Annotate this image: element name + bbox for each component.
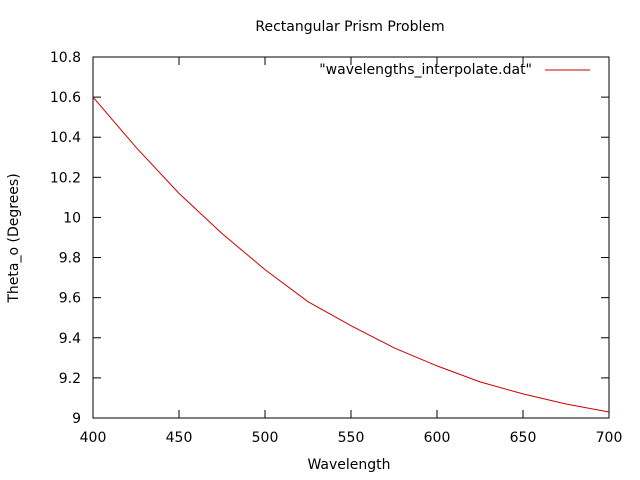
tick-marks [92,56,610,419]
x-axis-label: Wavelength [307,457,390,473]
plot-frame [92,56,610,419]
x-tick-label: 450 [166,430,193,446]
y-tick-label: 10.2 [50,170,81,186]
y-tick-labels: 9 9.2 9.4 9.6 9.8 10 10.2 10.4 10.6 10.8 [50,50,81,427]
legend: "wavelengths_interpolate.dat" [319,62,590,78]
y-tick-label: 10.4 [50,130,81,146]
x-tick-labels: 400 450 500 550 600 650 700 [80,430,623,446]
y-tick-label: 9.2 [59,371,81,387]
series-group [92,96,610,413]
legend-series-label: "wavelengths_interpolate.dat" [319,62,532,78]
x-tick-label: 500 [252,430,279,446]
x-tick-label: 600 [424,430,451,446]
y-tick-label: 9.6 [59,291,81,307]
x-tick-label: 550 [338,430,365,446]
x-tick-label: 700 [596,430,623,446]
y-tick-label: 10.8 [50,50,81,66]
y-tick-label: 10 [63,210,81,226]
x-tick-label: 400 [80,430,107,446]
y-tick-label: 9.8 [59,251,81,267]
y-tick-label: 10.6 [50,90,81,106]
y-tick-label: 9 [72,411,81,427]
x-tick-label: 650 [510,430,537,446]
chart-title: Rectangular Prism Problem [255,19,444,35]
y-tick-label: 9.4 [59,331,81,347]
y-axis-label: Theta_o (Degrees) [6,173,22,303]
series-line [92,96,610,413]
